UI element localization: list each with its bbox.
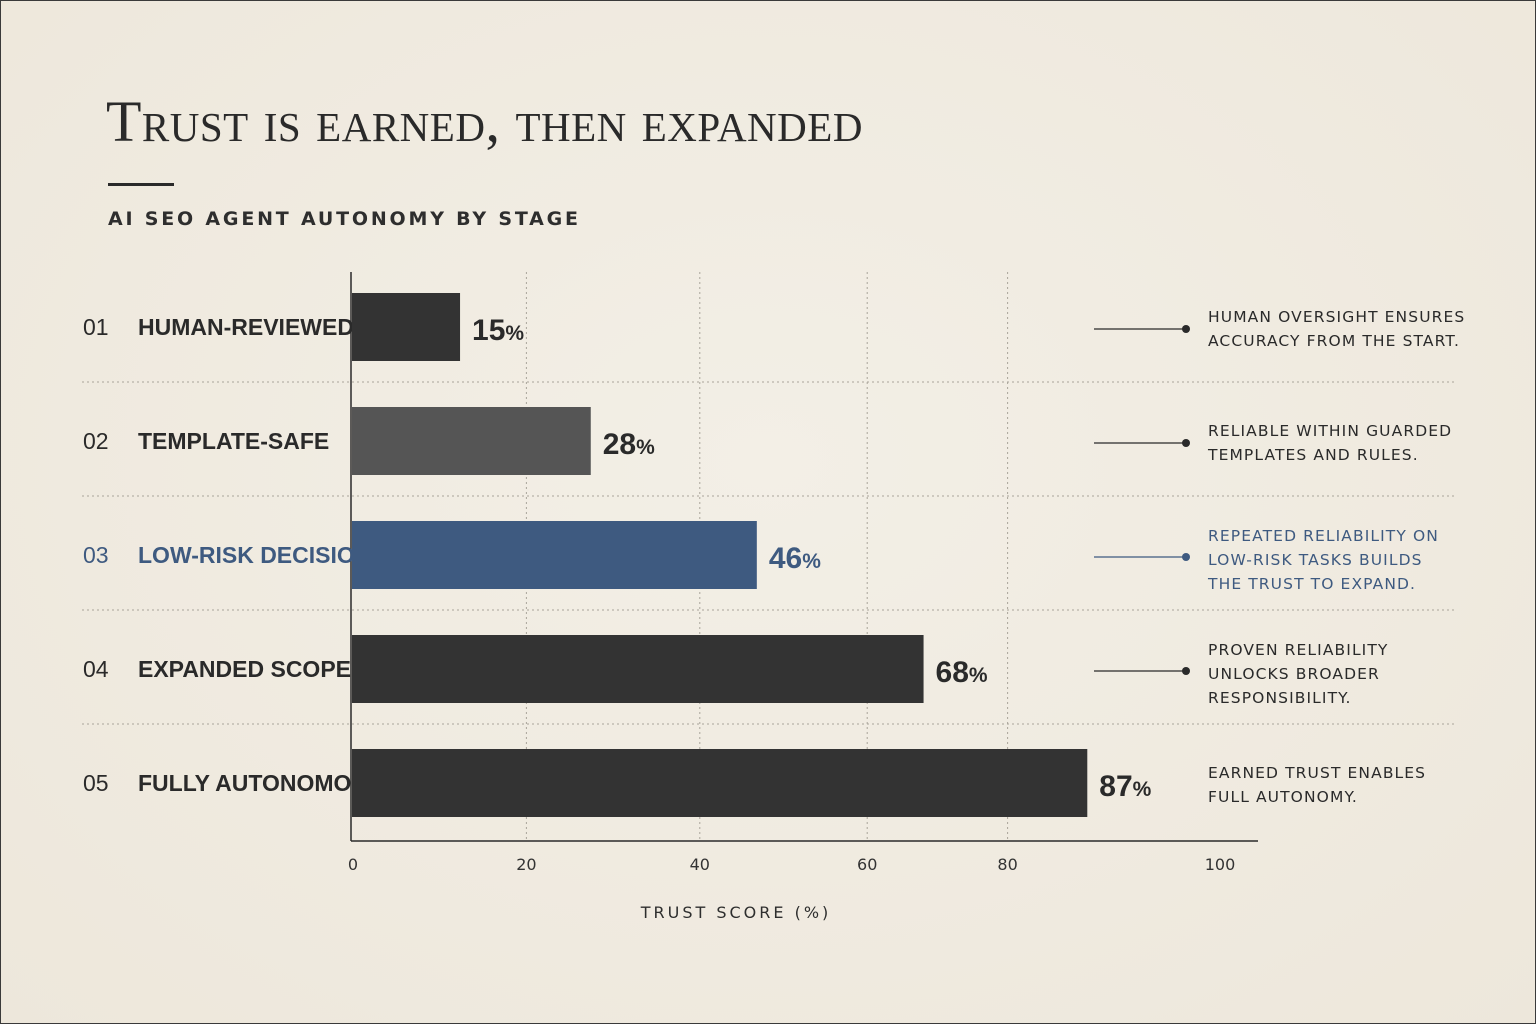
annotation-line: LOW-RISK TASKS BUILDS <box>1208 551 1423 569</box>
x-tick-label: 80 <box>997 855 1017 874</box>
stage-number: 01 <box>83 314 109 340</box>
stage-label: TEMPLATE-SAFE <box>138 428 329 454</box>
title-underline <box>108 183 174 186</box>
annotation-line: TEMPLATES AND RULES. <box>1207 446 1419 464</box>
x-tick-label: 60 <box>857 855 877 874</box>
x-tick-label: 100 <box>1205 855 1236 874</box>
stage-number: 04 <box>83 656 109 682</box>
chart-title: Trust is earned, then expanded <box>106 89 863 154</box>
annotation-line: REPEATED RELIABILITY ON <box>1208 527 1439 545</box>
connector-dot <box>1182 439 1190 447</box>
annotation-line: UNLOCKS BROADER <box>1208 665 1380 683</box>
annotation-line: FULL AUTONOMY. <box>1208 788 1358 806</box>
value-label: 28% <box>603 428 655 461</box>
stage-number: 03 <box>83 542 109 568</box>
connector-dot <box>1182 667 1190 675</box>
annotation-line: THE TRUST TO EXPAND. <box>1207 575 1416 593</box>
stage-number: 02 <box>83 428 109 454</box>
stage-label: LOW-RISK DECISIONS <box>138 542 387 568</box>
x-tick-label: 40 <box>690 855 710 874</box>
x-axis-title: TRUST SCORE (%) <box>640 903 832 922</box>
annotation-line: EARNED TRUST ENABLES <box>1208 764 1426 782</box>
x-tick-label: 0 <box>348 855 358 874</box>
bar-04 <box>352 635 924 703</box>
stage-label: FULLY AUTONOMOUS <box>138 770 383 796</box>
value-label: 15% <box>472 314 524 347</box>
stage-label: EXPANDED SCOPE <box>138 656 351 682</box>
x-tick-label: 20 <box>516 855 536 874</box>
bar-02 <box>352 407 591 475</box>
annotation-line: RELIABLE WITHIN GUARDED <box>1208 422 1452 440</box>
stage-number: 05 <box>83 770 109 796</box>
bar-03 <box>352 521 757 589</box>
value-label: 46% <box>769 542 821 575</box>
connector-dot <box>1182 325 1190 333</box>
chart-subtitle: AI SEO AGENT AUTONOMY BY STAGE <box>108 208 581 230</box>
bar-01 <box>352 293 461 361</box>
value-label: 87% <box>1099 770 1151 803</box>
annotation-line: HUMAN OVERSIGHT ENSURES <box>1208 308 1465 326</box>
stage-label: HUMAN-REVIEWED <box>138 314 354 340</box>
value-label: 68% <box>936 656 988 689</box>
annotation-line: RESPONSIBILITY. <box>1208 689 1352 707</box>
annotation-line: PROVEN RELIABILITY <box>1208 641 1388 659</box>
bar-05 <box>352 749 1088 817</box>
annotation-line: ACCURACY FROM THE START. <box>1208 332 1460 350</box>
connector-dot <box>1182 553 1190 561</box>
